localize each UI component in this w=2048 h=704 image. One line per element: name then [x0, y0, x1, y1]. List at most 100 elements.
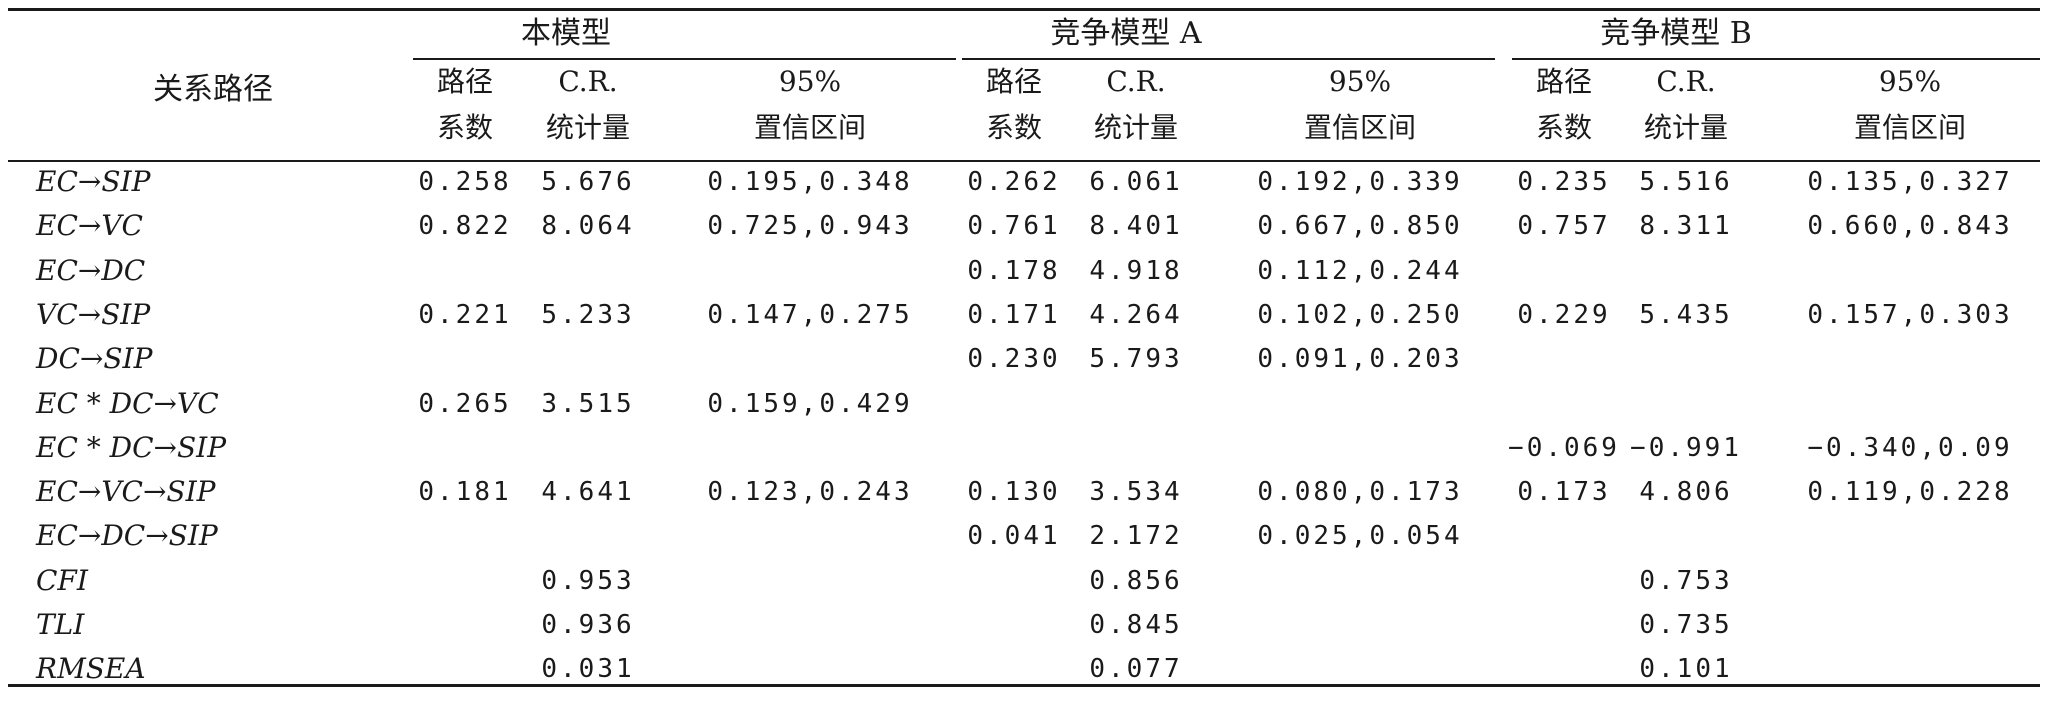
group-title-competing-model-b: 竞争模型 B	[1600, 16, 1752, 51]
table-cell: 0.192,0.339	[1257, 167, 1463, 197]
table-cell: 0.091,0.203	[1257, 344, 1463, 374]
table-cell: 0.262	[967, 167, 1061, 197]
table-cell: 0.229	[1517, 300, 1611, 330]
group-underline-competing-model-a	[962, 58, 1495, 60]
table-cell: 4.918	[1089, 256, 1183, 286]
table-cell: 0.171	[967, 300, 1061, 330]
subheader-coef-1b: 系数	[436, 111, 494, 144]
table-cell: 4.641	[541, 477, 635, 507]
table-cell: 0.181	[418, 477, 512, 507]
table-cell: 5.233	[541, 300, 635, 330]
subheader-cr-1b: 统计量	[545, 111, 631, 144]
table-cell: 0.157,0.303	[1807, 300, 2013, 330]
table-cell: 0.130	[967, 477, 1061, 507]
subheader-ci-2b: 置信区间	[1303, 111, 1417, 144]
table-cell: 5.676	[541, 167, 635, 197]
table-cell: 5.516	[1639, 167, 1733, 197]
table-cell: 0.230	[967, 344, 1061, 374]
subheader-ci-3b: 置信区间	[1853, 111, 1967, 144]
table-cell: −0.991	[1630, 433, 1742, 463]
group-title-competing-model-a: 竞争模型 A	[1050, 16, 1202, 51]
row-path-label: EC→DC	[36, 254, 146, 287]
subheader-ci-3: 95%	[1878, 65, 1942, 98]
table-cell: 0.856	[1089, 566, 1183, 596]
table-cell: 0.178	[967, 256, 1061, 286]
table-cell: 0.112,0.244	[1257, 256, 1463, 286]
table-cell: 5.793	[1089, 344, 1183, 374]
table-cell: 0.953	[541, 566, 635, 596]
row-path-label: DC→SIP	[36, 342, 153, 375]
table-cell: 0.147,0.275	[707, 300, 913, 330]
row-path-label: EC→VC	[36, 209, 143, 242]
table-cell: 0.031	[541, 654, 635, 684]
row-path-label: RMSEA	[36, 652, 146, 685]
table-cell: 0.822	[418, 211, 512, 241]
table-cell: 8.064	[541, 211, 635, 241]
table-cell: −0.069	[1508, 433, 1620, 463]
table-cell: 3.515	[541, 389, 635, 419]
table-cell: 0.845	[1089, 610, 1183, 640]
subheader-cr-2: C.R.	[1106, 65, 1166, 98]
row-path-label: VC→SIP	[36, 298, 151, 331]
table-cell: 0.753	[1639, 566, 1733, 596]
table-cell: 0.757	[1517, 211, 1611, 241]
table-cell: 0.936	[541, 610, 635, 640]
table-cell: 0.221	[418, 300, 512, 330]
table-cell: 0.119,0.228	[1807, 477, 2013, 507]
row-path-label: EC * DC→VC	[36, 387, 219, 420]
subheader-cr-2b: 统计量	[1093, 111, 1179, 144]
table-cell: 3.534	[1089, 477, 1183, 507]
row-path-label: TLI	[36, 608, 85, 641]
subheader-ci-1b: 置信区间	[753, 111, 867, 144]
group-underline-base-model	[413, 58, 956, 60]
table-cell: 0.265	[418, 389, 512, 419]
table-bottom-rule	[8, 684, 2040, 687]
subheader-coef-3: 路径	[1535, 65, 1593, 98]
row-path-label: EC→SIP	[36, 165, 151, 198]
table-cell: 0.077	[1089, 654, 1183, 684]
group-title-base-model: 本模型	[521, 16, 611, 51]
row-path-label: EC * DC→SIP	[36, 431, 227, 464]
subheader-ci-1: 95%	[778, 65, 842, 98]
subheader-coef-3b: 系数	[1535, 111, 1593, 144]
table-cell: 0.101	[1639, 654, 1733, 684]
table-cell: 5.435	[1639, 300, 1733, 330]
subheader-ci-2: 95%	[1328, 65, 1392, 98]
table-cell: 0.667,0.850	[1257, 211, 1463, 241]
row-path-label: EC→VC→SIP	[36, 475, 216, 508]
table-cell: 0.660,0.843	[1807, 211, 2013, 241]
table-cell: 0.725,0.943	[707, 211, 913, 241]
table-cell: 0.761	[967, 211, 1061, 241]
table-cell: 8.311	[1639, 211, 1733, 241]
table-cell: 0.173	[1517, 477, 1611, 507]
table-cell: 0.080,0.173	[1257, 477, 1463, 507]
subheader-coef-1: 路径	[436, 65, 494, 98]
table-cell: 0.258	[418, 167, 512, 197]
header-rule	[8, 160, 2040, 162]
table-cell: −0.340,0.09	[1807, 433, 2013, 463]
table-cell: 0.195,0.348	[707, 167, 913, 197]
group-underline-competing-model-b	[1512, 58, 2040, 60]
table-cell: 2.172	[1089, 521, 1183, 551]
row-path-label: EC→DC→SIP	[36, 519, 218, 552]
table-cell: 0.135,0.327	[1807, 167, 2013, 197]
table-cell: 6.061	[1089, 167, 1183, 197]
table-cell: 0.159,0.429	[707, 389, 913, 419]
table-cell: 4.264	[1089, 300, 1183, 330]
table-cell: 0.041	[967, 521, 1061, 551]
subheader-cr-1: C.R.	[558, 65, 618, 98]
table-cell: 0.123,0.243	[707, 477, 913, 507]
subheader-cr-3: C.R.	[1656, 65, 1716, 98]
table-cell: 0.735	[1639, 610, 1733, 640]
subheader-coef-2: 路径	[985, 65, 1043, 98]
path-column-header: 关系路径	[153, 72, 273, 107]
subheader-cr-3b: 统计量	[1643, 111, 1729, 144]
table-top-rule	[8, 8, 2040, 11]
table-cell: 0.235	[1517, 167, 1611, 197]
table-cell: 0.025,0.054	[1257, 521, 1463, 551]
row-path-label: CFI	[36, 564, 88, 597]
table-cell: 0.102,0.250	[1257, 300, 1463, 330]
subheader-coef-2b: 系数	[985, 111, 1043, 144]
table-cell: 4.806	[1639, 477, 1733, 507]
table-cell: 8.401	[1089, 211, 1183, 241]
